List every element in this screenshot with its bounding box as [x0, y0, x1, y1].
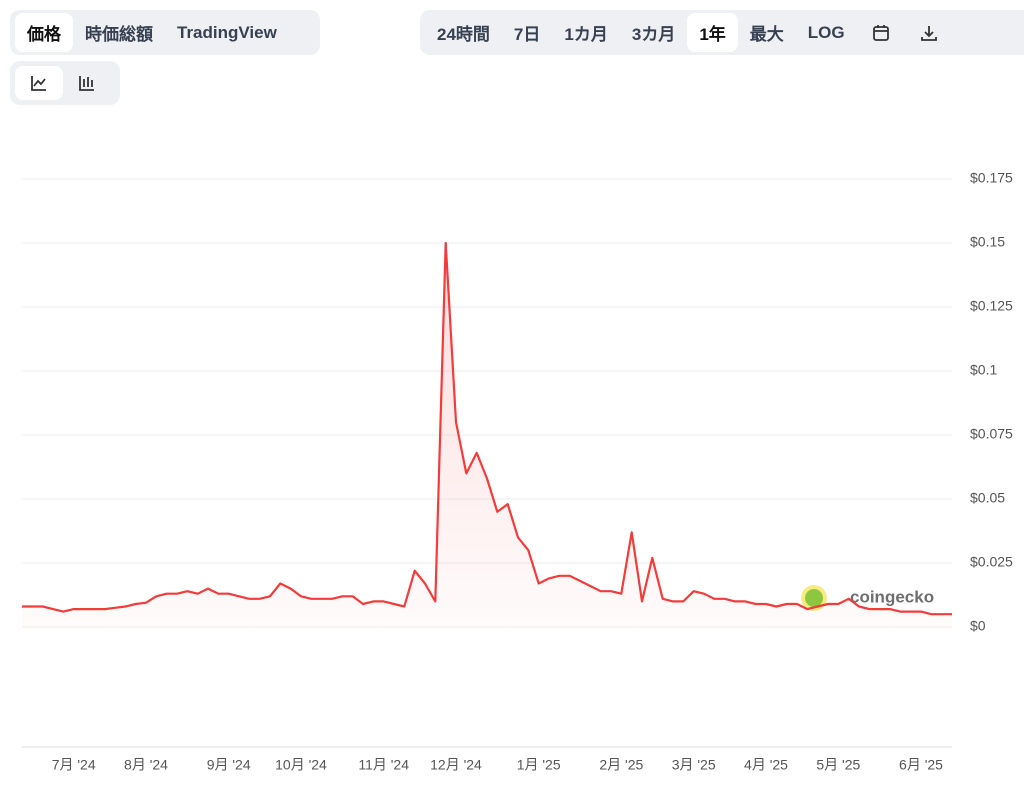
y-tick-label: $0.1: [970, 362, 997, 378]
calendar[interactable]: [857, 16, 905, 50]
x-tick-label: 1月 '25: [517, 757, 561, 773]
y-tick-label: $0.15: [970, 234, 1005, 250]
tab[interactable]: 1年: [687, 13, 738, 52]
x-tick-label: 5月 '25: [816, 757, 860, 773]
watermark-logo: [801, 585, 827, 611]
tab[interactable]: 時価総額: [85, 25, 153, 44]
watermark: coingecko: [850, 587, 934, 606]
x-tick-label: 4月 '25: [744, 757, 788, 773]
x-tick-label: 7月 '24: [52, 757, 96, 773]
tab[interactable]: TradingView: [177, 22, 277, 42]
view-tabs: 価格 時価総額 TradingView: [10, 10, 320, 55]
range-tabs: 24時間 7日 1カ月 3カ月 1年 最大 LOG: [420, 10, 1024, 55]
x-tick-label: 2月 '25: [599, 757, 643, 773]
x-tick-label: 3月 '25: [672, 757, 716, 773]
tab[interactable]: 最大: [749, 25, 784, 44]
x-tick-label: 6月 '25: [899, 757, 943, 773]
download[interactable]: [905, 16, 953, 50]
x-tick-label: 12月 '24: [430, 757, 482, 773]
tab[interactable]: 3カ月: [631, 25, 676, 44]
y-tick-label: $0.025: [970, 554, 1013, 570]
price-line: [22, 241, 952, 616]
y-tick-label: $0.075: [970, 426, 1013, 442]
candle-mode[interactable]: [63, 66, 111, 100]
tab[interactable]: LOG: [807, 22, 845, 42]
line-mode[interactable]: [15, 66, 63, 100]
y-tick-label: $0: [970, 618, 986, 634]
x-tick-label: 10月 '24: [275, 757, 327, 773]
y-tick-label: $0.175: [970, 170, 1013, 186]
area-fill: [22, 243, 952, 627]
y-tick-label: $0.05: [970, 490, 1005, 506]
x-tick-label: 9月 '24: [207, 757, 251, 773]
x-tick-label: 8月 '24: [124, 757, 168, 773]
tab[interactable]: 7日: [513, 25, 541, 44]
chart-mode: [10, 61, 120, 105]
tab[interactable]: 24時間: [437, 25, 490, 44]
tab[interactable]: 1カ月: [564, 25, 608, 44]
tab[interactable]: 価格: [15, 13, 73, 52]
x-tick-label: 11月 '24: [358, 757, 409, 773]
y-tick-label: $0.125: [970, 298, 1013, 314]
